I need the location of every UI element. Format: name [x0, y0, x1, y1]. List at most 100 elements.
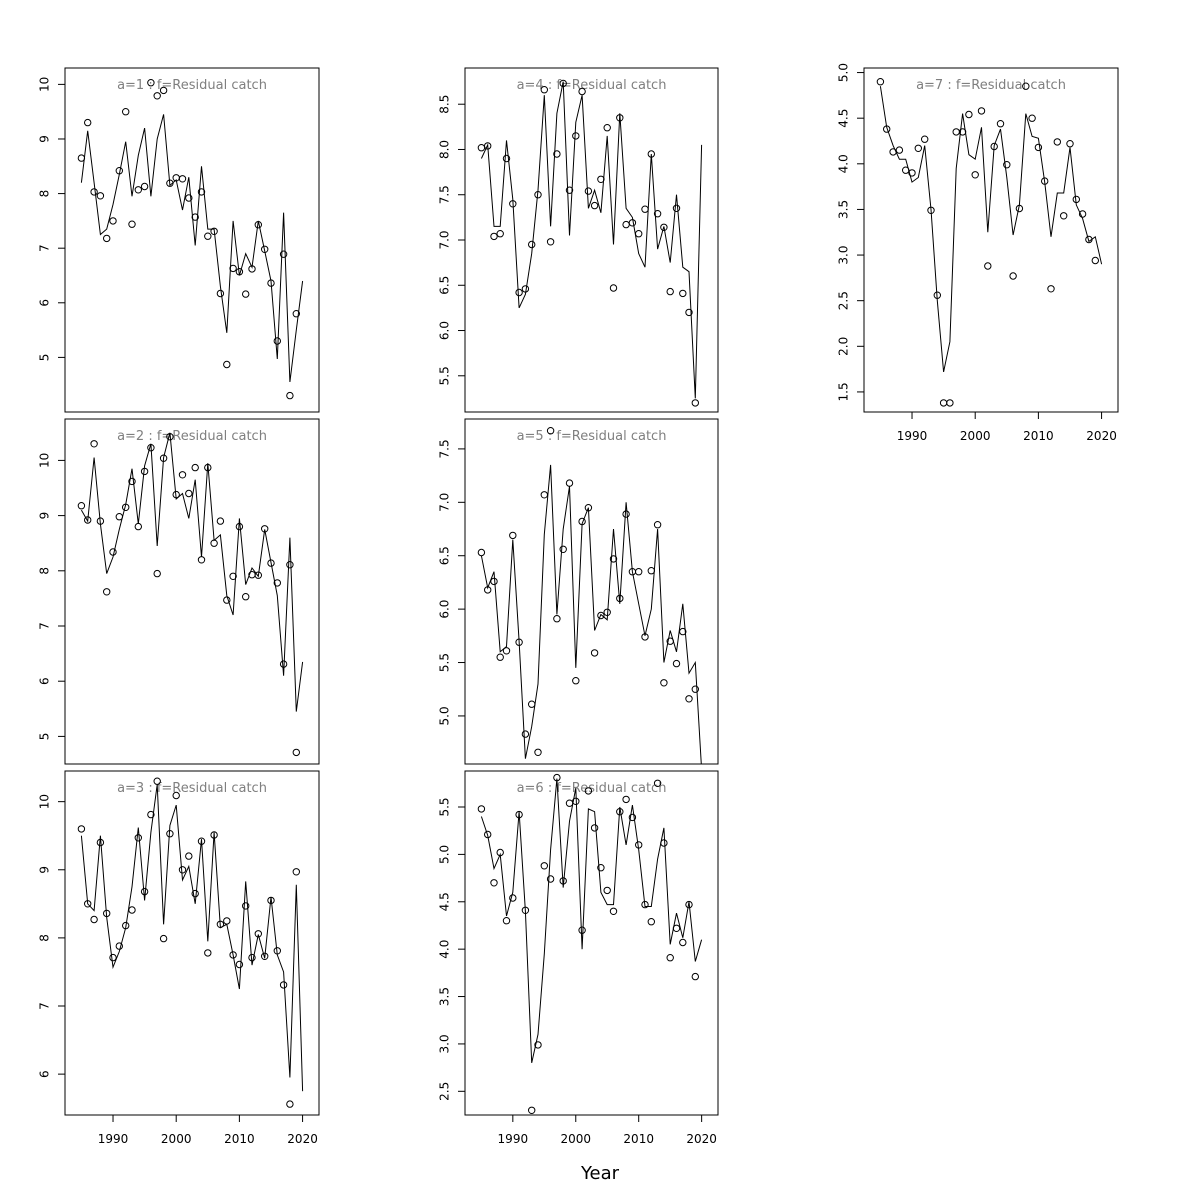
observed-point	[641, 633, 649, 641]
observed-point	[242, 290, 250, 298]
observed-point	[484, 142, 492, 150]
observed-point	[286, 1100, 294, 1108]
x-tick-label: 2010	[623, 1132, 654, 1146]
observed-point	[528, 240, 536, 249]
panel-frame	[64, 67, 320, 413]
observed-point	[122, 921, 130, 930]
observed-point	[977, 107, 986, 115]
observed-point	[590, 201, 599, 210]
observed-point	[267, 279, 275, 287]
observed-point	[210, 227, 218, 236]
y-tick-label: 4.5	[438, 892, 452, 911]
observed-point	[191, 213, 199, 221]
observed-point	[502, 647, 511, 655]
observed-point	[584, 504, 593, 512]
observed-point	[609, 555, 618, 563]
observed-point	[185, 194, 193, 202]
observed-point	[641, 205, 649, 213]
observed-point	[590, 824, 599, 832]
observed-point	[565, 186, 574, 194]
observed-point	[958, 128, 967, 136]
fitted-line	[480, 81, 703, 399]
observed-point	[666, 287, 674, 296]
observed-point	[946, 399, 954, 407]
observed-point	[528, 700, 536, 708]
observed-point	[921, 135, 929, 143]
observed-point	[477, 548, 486, 557]
observed-point	[122, 503, 130, 511]
observed-point	[77, 825, 86, 833]
y-tick-label: 3.0	[837, 246, 851, 265]
observed-point	[679, 289, 687, 298]
observed-point	[134, 522, 143, 531]
observed-point	[685, 695, 693, 703]
observed-point	[672, 659, 681, 668]
observed-point	[229, 951, 237, 959]
observed-point	[559, 877, 567, 885]
y-tick-label: 2.0	[837, 337, 851, 356]
observed-point	[996, 120, 1005, 128]
observed-point	[185, 489, 193, 498]
observed-point	[147, 810, 155, 819]
observed-point	[84, 516, 92, 524]
panel-title: a=6 : f=Residual catch	[517, 781, 667, 796]
panel-7: a=7 : f=Residual catch 1.5 2.0 2.5 3.0 3.5 4.0…	[837, 63, 1119, 443]
y-tick-label: 10	[38, 77, 52, 92]
observed-point	[578, 87, 586, 96]
observed-point	[515, 810, 523, 819]
observed-point	[496, 230, 504, 238]
observed-point	[273, 947, 281, 955]
observed-point	[883, 125, 891, 133]
observed-point	[616, 808, 624, 816]
observed-point	[109, 217, 117, 225]
y-tick-label: 4.0	[837, 154, 851, 173]
observed-point	[286, 561, 294, 569]
observed-point	[691, 685, 699, 693]
observed-point	[546, 875, 555, 883]
observed-point	[153, 92, 161, 100]
observed-point	[254, 221, 262, 229]
y-tick-label: 6.5	[438, 546, 452, 565]
observed-point	[660, 839, 668, 847]
observed-point	[235, 960, 244, 969]
observed-point	[1034, 143, 1043, 152]
x-axis-label: Year	[580, 1163, 620, 1184]
y-tick-label: 5.5	[438, 653, 452, 672]
y-tick-label: 2.5	[837, 291, 851, 310]
observed-point	[553, 615, 561, 623]
observed-point	[603, 886, 611, 895]
observed-point	[597, 864, 605, 872]
observed-point	[1078, 210, 1087, 218]
observed-point	[109, 548, 117, 556]
y-tick-label: 9	[38, 866, 52, 874]
observed-point	[77, 502, 86, 510]
observed-point	[540, 86, 548, 94]
observed-point	[261, 245, 269, 254]
y-tick-label: 4.5	[837, 109, 851, 128]
observed-point	[254, 930, 262, 938]
observed-point	[660, 223, 668, 232]
fitted-line	[80, 114, 304, 383]
observed-point	[876, 78, 885, 86]
y-tick-label: 7.0	[438, 230, 452, 249]
x-tick-label: 2010	[1023, 429, 1054, 443]
observed-point	[553, 773, 561, 782]
observed-point	[1060, 212, 1068, 220]
observed-point	[984, 262, 992, 270]
fitted-line	[879, 86, 1103, 373]
y-tick-label: 7	[38, 1002, 52, 1010]
observed-point	[647, 150, 655, 158]
observed-point	[509, 894, 517, 902]
fitted-line	[80, 784, 304, 1092]
observed-point	[90, 188, 98, 196]
observed-point	[895, 146, 904, 154]
panel-title: a=5 : f=Residual catch	[517, 429, 667, 444]
observed-point	[660, 679, 668, 687]
observed-point	[584, 187, 593, 195]
x-tick-label: 2000	[161, 1132, 192, 1146]
y-tick-label: 7	[38, 622, 52, 630]
observed-point	[166, 433, 174, 441]
observed-point	[248, 265, 256, 273]
observed-point	[477, 144, 486, 152]
